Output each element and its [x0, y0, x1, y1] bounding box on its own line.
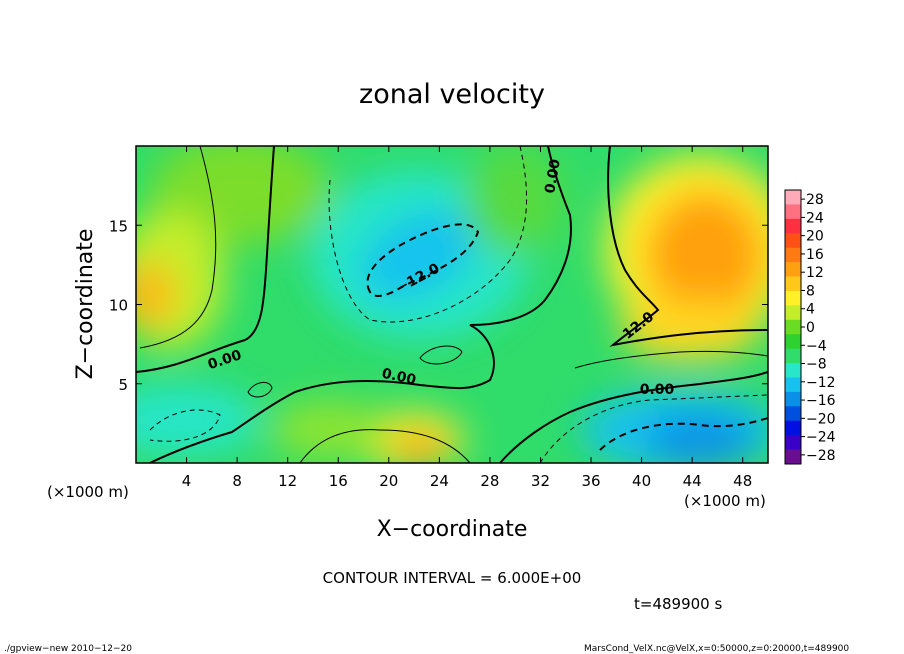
colorbar-swatch — [785, 190, 801, 205]
colorbar-tick-label: −4 — [806, 338, 827, 354]
colorbar-swatch — [785, 348, 801, 364]
colorbar-tick-label: −12 — [806, 375, 836, 391]
x-axis: 4 8 12 16 20 24 28 32 36 40 44 48 — [182, 146, 752, 490]
x-axis-label: X−coordinate — [377, 517, 528, 542]
colorbar-swatch — [785, 406, 801, 422]
colorbar: 28 24 20 16 12 8 4 0 −4 −8 −12 −16 −20 −24 −28 — [784, 189, 836, 465]
colorbar-tick-label: −8 — [806, 357, 827, 373]
colorbar-tick-label: −28 — [806, 448, 836, 464]
colorbar-tick-label: 8 — [806, 283, 815, 299]
contour-label: 0.00 — [640, 382, 675, 398]
colorbar-tick-label: 28 — [806, 192, 824, 208]
x-tick-label: 24 — [430, 472, 449, 490]
x-tick-label: 12 — [278, 472, 297, 490]
y-tick-label: 10 — [109, 297, 128, 315]
colorbar-tick-label: −24 — [806, 430, 836, 446]
colorbar-swatch — [785, 449, 801, 465]
y-axis: 5 10 15 — [109, 217, 768, 394]
colorbar-swatch — [785, 305, 801, 321]
x-tick-label: 44 — [683, 472, 702, 490]
field-blobs — [136, 146, 768, 463]
x-tick-label: 32 — [531, 472, 550, 490]
colorbar-tick-label: −16 — [806, 393, 836, 409]
x-tick-label: 48 — [733, 472, 752, 490]
colorbar-swatch — [785, 391, 801, 407]
contour-interval: CONTOUR INTERVAL = 6.000E+00 — [323, 569, 582, 587]
colorbar-tick-label: 24 — [806, 210, 824, 226]
colorbar-swatch — [785, 435, 801, 451]
colorbar-tick-label: 12 — [806, 265, 824, 281]
colorbar-swatch — [785, 334, 801, 350]
x-tick-label: 4 — [182, 472, 192, 490]
colorbar-tick-label: 0 — [806, 320, 815, 336]
colorbar-swatch — [785, 276, 801, 292]
colorbar-swatch — [785, 420, 801, 436]
x-tick-label: 40 — [632, 472, 651, 490]
colorbar-tick-label: 16 — [806, 247, 824, 263]
y-tick-label: 5 — [118, 376, 128, 394]
colorbar-swatch — [785, 233, 801, 249]
colorbar-swatch — [785, 247, 801, 263]
footer-left: ./gpview−new 2010−12−20 — [4, 644, 132, 654]
colorbar-swatch — [785, 363, 801, 378]
colorbar-tick-label: 20 — [806, 229, 824, 245]
colorbar-swatch — [785, 218, 801, 234]
plot-area: 0.00 −12.0 0.00 0.00 12.0 0.00 — [136, 146, 768, 463]
colorbar-swatch — [785, 319, 801, 335]
footer-right: MarsCond_VelX.nc@VelX,x=0:50000,z=0:2000… — [584, 644, 849, 654]
contour-lines — [136, 146, 768, 463]
x-tick-label: 8 — [232, 472, 242, 490]
chart-title: zonal velocity — [359, 79, 545, 110]
time-label: t=489900 s — [634, 595, 722, 613]
x-tick-label: 36 — [581, 472, 600, 490]
x-tick-label: 20 — [379, 472, 398, 490]
colorbar-swatch — [785, 204, 801, 220]
contour-label: 0.00 — [380, 366, 417, 389]
colorbar-swatch — [785, 290, 801, 306]
x-unit-left: (×1000 m) — [47, 483, 129, 501]
x-unit-right: (×1000 m) — [684, 492, 766, 510]
colorbar-tick-label: −20 — [806, 411, 836, 427]
contour-label: 0.00 — [542, 158, 564, 195]
colorbar-tick-label: 4 — [806, 302, 815, 318]
y-tick-label: 15 — [109, 217, 128, 235]
x-tick-label: 16 — [329, 472, 348, 490]
x-tick-label: 28 — [480, 472, 499, 490]
colorbar-swatch — [785, 262, 801, 278]
colorbar-swatch — [785, 377, 801, 393]
y-axis-label: Z−coordinate — [73, 229, 98, 380]
